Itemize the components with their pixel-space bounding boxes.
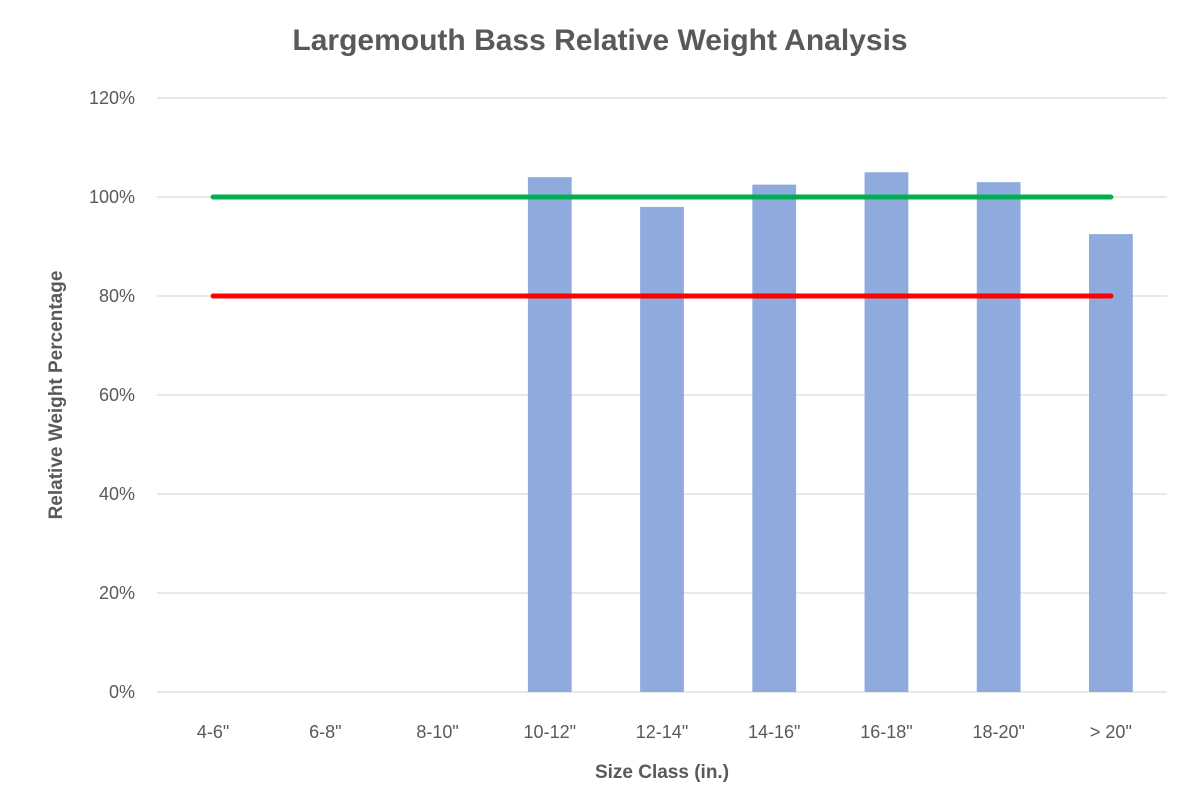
chart-title: Largemouth Bass Relative Weight Analysis (292, 24, 907, 57)
x-axis-title: Size Class (in.) (595, 762, 729, 783)
x-tick-label: 18-20" (972, 722, 1024, 742)
bar (976, 182, 1021, 692)
reference-lines (210, 194, 1114, 299)
bar (752, 184, 797, 692)
bar (527, 177, 572, 692)
x-tick-label: > 20" (1090, 722, 1132, 742)
bar (1089, 234, 1133, 692)
y-axis-ticks: 0% 20% 40% 60% 80% 100% 120% (89, 88, 135, 702)
y-tick-label: 80% (99, 286, 135, 306)
y-tick-label: 100% (89, 187, 135, 207)
y-tick-label: 60% (99, 385, 135, 405)
bar (640, 206, 684, 692)
bars (527, 172, 1133, 692)
x-tick-label: 12-14" (636, 722, 688, 742)
bar (864, 172, 909, 692)
y-tick-label: 40% (99, 484, 135, 504)
x-tick-label: 6-8" (309, 722, 341, 742)
x-tick-label: 8-10" (416, 722, 458, 742)
x-tick-label: 16-18" (860, 722, 912, 742)
y-tick-label: 20% (99, 583, 135, 603)
y-tick-label: 0% (109, 682, 135, 702)
y-tick-label: 120% (89, 88, 135, 108)
x-axis-ticks: 4-6" 6-8" 8-10" 10-12" 12-14" 14-16" 16-18" 18-… (197, 722, 1132, 742)
x-tick-label: 10-12" (524, 722, 576, 742)
x-tick-label: 4-6" (197, 722, 229, 742)
y-axis-title: Relative Weight Percentage (46, 271, 67, 520)
x-tick-label: 14-16" (748, 722, 800, 742)
